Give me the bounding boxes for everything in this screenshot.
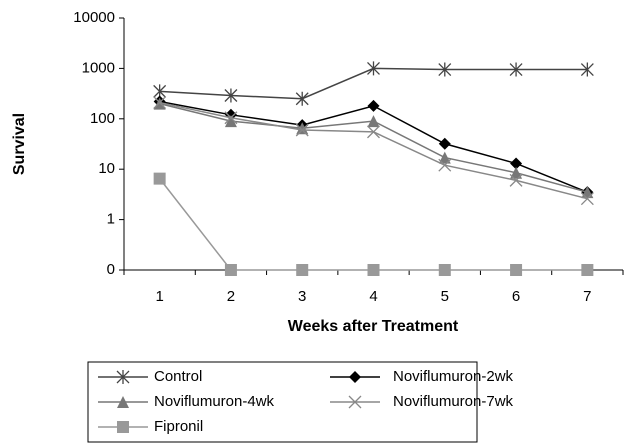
legend-label: Fipronil [154, 418, 203, 435]
data-point [367, 264, 380, 276]
legend-marker [116, 370, 130, 384]
data-point [509, 62, 523, 77]
y-tick-label: 10000 [73, 9, 115, 26]
data-point [224, 88, 238, 103]
data-point [509, 173, 523, 187]
y-axis-title: Survival [11, 113, 28, 175]
x-tick-label: 4 [369, 288, 377, 305]
x-tick-label: 6 [512, 288, 520, 305]
data-point [580, 192, 594, 206]
x-tick-label: 3 [298, 288, 306, 305]
x-axis-title: Weeks after Treatment [288, 318, 459, 335]
y-tick-label: 10 [98, 160, 115, 177]
x-tick-label: 1 [155, 288, 163, 305]
legend-marker [117, 396, 129, 408]
x-tick-label: 5 [441, 288, 449, 305]
data-point [580, 62, 594, 77]
legend-label: Control [154, 368, 202, 385]
y-tick-label: 0 [107, 261, 115, 278]
legend-marker [349, 371, 361, 383]
legend-label: Noviflumuron-7wk [393, 393, 514, 410]
data-point [153, 96, 167, 110]
data-point [438, 264, 451, 276]
series-line [159, 178, 588, 271]
data-point [153, 172, 166, 185]
data-point [367, 115, 380, 128]
data-point [295, 123, 309, 137]
data-point [296, 264, 309, 276]
legend-label: Noviflumuron-2wk [393, 368, 514, 385]
data-point [438, 151, 451, 164]
legend-label: Noviflumuron-4wk [154, 393, 275, 410]
data-point [153, 97, 166, 110]
y-tick-label: 100 [90, 110, 115, 127]
data-point [367, 61, 380, 76]
y-tick-label: 1 [107, 211, 115, 228]
data-point [510, 264, 523, 276]
x-tick-label: 2 [227, 288, 235, 305]
data-point [224, 111, 238, 125]
data-point [295, 91, 309, 106]
legend-marker [348, 395, 362, 409]
data-point [438, 158, 452, 172]
data-point [224, 115, 237, 128]
data-point [296, 122, 309, 135]
legend-box [87, 361, 478, 443]
data-point [438, 62, 452, 77]
data-point [367, 99, 380, 112]
data-point [224, 264, 237, 276]
y-tick-label: 1000 [82, 59, 115, 76]
data-point [581, 264, 594, 276]
data-point [510, 166, 523, 179]
data-point [367, 125, 380, 139]
x-tick-label: 7 [583, 288, 591, 305]
data-point [510, 157, 523, 170]
data-point [438, 137, 451, 150]
legend-marker [117, 421, 129, 433]
